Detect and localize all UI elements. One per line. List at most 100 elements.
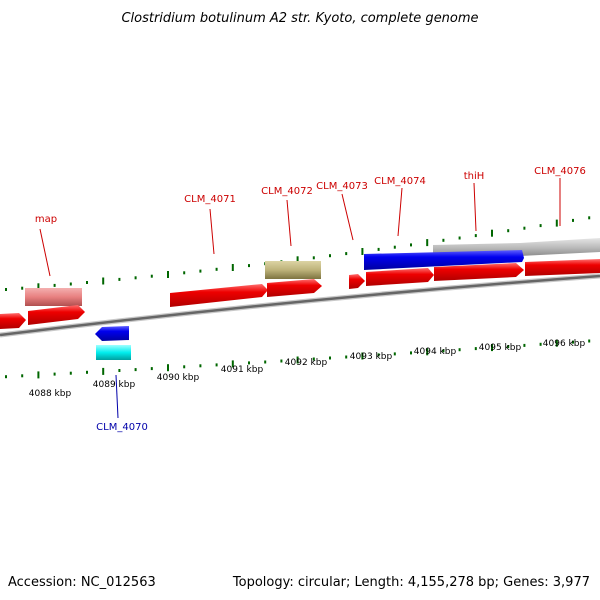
lower-minor-tick <box>199 364 202 368</box>
lower-minor-tick <box>442 349 445 353</box>
upper-major-tick <box>167 271 169 278</box>
lower-minor-tick <box>134 368 137 372</box>
gene-callout-line-clm-4072 <box>286 199 292 247</box>
lower-minor-tick <box>280 359 283 363</box>
lower-major-tick <box>555 339 558 347</box>
upper-minor-tick <box>345 252 348 256</box>
upper-minor-tick <box>53 283 56 287</box>
blue-feature-clm4070[interactable] <box>95 326 129 341</box>
upper-minor-tick <box>458 236 461 240</box>
gene-label-clm-4070[interactable]: CLM_4070 <box>96 422 148 433</box>
blue-feature-clm4074[interactable] <box>364 250 524 270</box>
lower-minor-tick <box>588 339 591 343</box>
gene-label-clm-4072[interactable]: CLM_4072 <box>261 186 313 197</box>
gene-label-map[interactable]: map <box>35 214 57 225</box>
gene-label-clm-4073[interactable]: CLM_4073 <box>316 181 368 192</box>
lower-minor-tick <box>21 374 24 378</box>
kbp-label: 4096 kbp <box>543 339 586 349</box>
upper-minor-tick <box>507 229 510 233</box>
red-feature-clm4074[interactable] <box>366 268 434 286</box>
lower-minor-tick <box>215 363 218 367</box>
cyan-feature[interactable] <box>96 345 131 360</box>
upper-minor-tick <box>539 224 542 228</box>
pink-feature[interactable] <box>25 288 82 306</box>
upper-minor-tick <box>21 286 24 290</box>
upper-minor-tick <box>442 238 445 242</box>
lower-minor-tick <box>5 375 7 379</box>
upper-minor-tick <box>588 216 591 220</box>
red-feature-clm4071[interactable] <box>170 284 268 307</box>
lower-minor-tick <box>377 353 380 357</box>
lower-minor-tick <box>523 343 526 347</box>
upper-minor-tick <box>134 276 137 280</box>
gene-label-clm-4071[interactable]: CLM_4071 <box>184 194 236 205</box>
upper-minor-tick <box>474 234 477 238</box>
upper-major-tick <box>555 219 558 227</box>
upper-minor-tick <box>199 269 202 273</box>
upper-major-tick <box>296 256 299 264</box>
upper-minor-tick <box>410 243 412 247</box>
lower-minor-tick <box>572 340 574 344</box>
lower-minor-tick <box>264 360 267 364</box>
kbp-label: 4095 kbp <box>479 343 522 353</box>
gene-label-thih[interactable]: thiH <box>464 171 485 182</box>
red-feature-clm4072[interactable] <box>267 279 322 297</box>
upper-minor-tick <box>69 282 72 286</box>
upper-minor-tick <box>86 281 88 284</box>
red-feature-left-edge[interactable] <box>0 313 26 329</box>
upper-minor-tick <box>5 288 7 291</box>
lower-major-tick <box>167 364 169 372</box>
lower-minor-tick <box>248 361 250 365</box>
upper-minor-tick <box>393 245 396 249</box>
upper-minor-tick <box>377 247 380 251</box>
gene-callout-line-clm-4070 <box>115 374 119 419</box>
lower-minor-tick <box>329 356 331 360</box>
khaki-feature[interactable] <box>265 261 321 279</box>
gene-label-clm-4074[interactable]: CLM_4074 <box>374 176 426 187</box>
lower-tick-row <box>5 339 591 379</box>
gene-callout-line-clm-4071 <box>209 208 215 255</box>
upper-major-tick <box>491 229 493 237</box>
lower-minor-tick <box>393 352 396 356</box>
lower-minor-tick <box>474 347 477 351</box>
lower-minor-tick <box>539 342 542 346</box>
gene-label-clm-4076[interactable]: CLM_4076 <box>534 166 586 177</box>
lower-minor-tick <box>312 357 315 361</box>
upper-minor-tick <box>118 277 121 281</box>
upper-minor-tick <box>248 264 250 268</box>
lower-major-tick <box>296 356 299 364</box>
lower-major-tick <box>361 352 364 360</box>
upper-major-tick <box>361 248 364 255</box>
lower-major-tick <box>37 371 40 379</box>
lower-minor-tick <box>345 355 348 359</box>
kbp-label-group: 4088 kbp 4089 kbp 4090 kbp 4091 kbp 4092 kbp… <box>29 339 586 399</box>
kbp-label: 4090 kbp <box>157 373 200 383</box>
gene-callout-line-clm-4073 <box>341 193 354 241</box>
kbp-label: 4094 kbp <box>414 347 457 357</box>
red-feature-clm4076[interactable] <box>525 259 600 276</box>
red-feature-clm4073[interactable] <box>349 274 365 289</box>
upper-minor-tick <box>312 256 315 260</box>
lower-major-tick <box>426 348 429 356</box>
gene-label-group: map CLM_4070 CLM_4071 CLM_4072 CLM_4073 CLM_4… <box>35 166 586 433</box>
upper-major-tick <box>231 264 234 271</box>
lower-minor-tick <box>150 367 153 371</box>
red-feature-thih[interactable] <box>434 263 524 281</box>
accession-label: Accession: NC_012563 <box>8 575 156 590</box>
gene-callout-line-thih <box>473 182 477 232</box>
topology-label: Topology: circular; Length: 4,155,278 bp… <box>232 575 590 590</box>
lower-major-tick <box>102 367 105 375</box>
kbp-label: 4091 kbp <box>221 365 264 375</box>
upper-major-tick <box>102 277 105 285</box>
kbp-label: 4089 kbp <box>93 380 136 390</box>
red-feature-map[interactable] <box>28 305 85 325</box>
lower-major-tick <box>231 360 234 368</box>
lower-minor-tick <box>410 351 412 355</box>
gene-callout-line-map <box>39 228 51 277</box>
lower-minor-tick <box>183 365 186 369</box>
upper-minor-tick <box>329 254 331 258</box>
lower-minor-tick <box>507 345 510 348</box>
lower-minor-tick <box>86 370 88 374</box>
